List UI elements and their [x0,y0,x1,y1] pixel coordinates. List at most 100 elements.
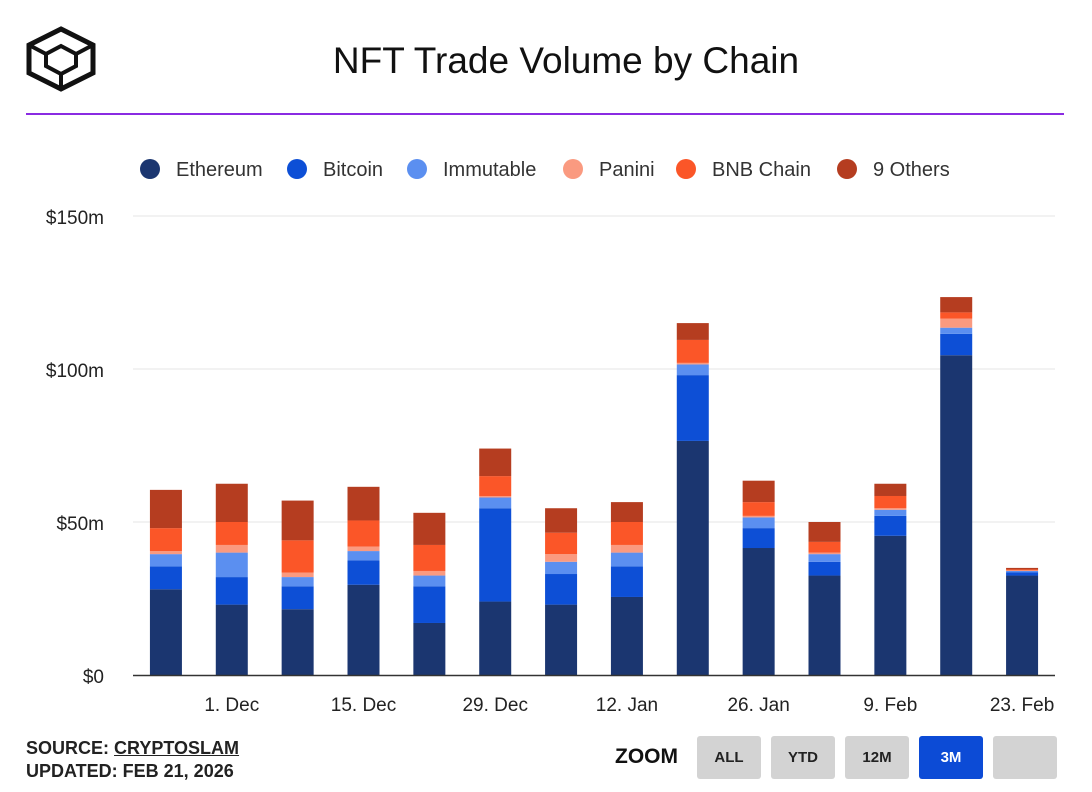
zoom-all-button[interactable]: ALL [697,736,761,779]
x-tick-label: 1. Dec [204,695,259,716]
bar-bitcoin [1006,572,1039,576]
bar-immutable [1006,570,1039,573]
x-tick-label: 29. Dec [462,695,527,716]
bar-panini [413,570,446,576]
source-label: SOURCE: [26,738,110,758]
bar-bitcoin [347,560,380,585]
bar-ethereum [545,604,578,675]
bar-9-others [808,522,841,542]
bar-bnb-chain [347,520,380,547]
bar-bnb-chain [413,544,446,571]
bar-ethereum [281,609,314,675]
bar-bitcoin [940,333,973,356]
x-tick-label: 23. Feb [990,695,1054,716]
bar-panini [874,508,907,510]
bar-bitcoin [479,508,512,602]
bar-immutable [413,575,446,587]
legend-marker [563,159,583,179]
bar-immutable [610,552,643,567]
bar-ethereum [215,604,248,675]
bar-panini [940,318,973,328]
bar-9-others [281,500,314,541]
bar-bitcoin [808,561,841,576]
bar-bitcoin [742,528,775,549]
legend-label: Immutable [443,159,536,181]
bar-bnb-chain [940,312,973,319]
bar-bnb-chain [215,522,248,545]
bar-immutable [215,552,248,578]
zoom-12m-button[interactable]: 12M [845,736,909,779]
bar-immutable [808,554,841,562]
x-tick-label: 26. Jan [727,695,789,716]
bar-bitcoin [545,574,578,605]
bar-panini [742,515,775,518]
bar-bnb-chain [874,495,907,509]
bar-bnb-chain [676,339,709,363]
bar-panini [808,552,841,555]
legend-marker [140,159,160,179]
bar-bnb-chain [610,522,643,545]
bar-bnb-chain [545,532,578,555]
zoom-custom-button[interactable] [993,736,1057,779]
bar-9-others [940,297,973,313]
bar-bnb-chain [742,502,775,516]
legend-label: Bitcoin [323,159,383,181]
bar-immutable [874,509,907,516]
bar-bnb-chain [479,476,512,496]
bar-bitcoin [215,577,248,605]
bar-panini [545,554,578,562]
bar-9-others [1006,567,1039,570]
y-tick-label: $50m [56,514,104,535]
updated-date: UPDATED: FEB 21, 2026 [26,761,234,781]
bar-immutable [149,554,182,567]
bar-ethereum [1006,575,1039,675]
bar-panini [149,551,182,555]
bar-bitcoin [610,566,643,597]
bar-panini [347,546,380,552]
source-info: SOURCE: CRYPTOSLAM UPDATED: FEB 21, 2026 [26,737,239,783]
x-tick-label: 15. Dec [331,695,396,716]
bar-9-others [347,486,380,521]
bar-9-others [149,489,182,529]
bar-immutable [347,551,380,561]
bar-9-others [742,480,775,503]
bar-9-others [610,502,643,522]
legend-label: BNB Chain [712,159,811,181]
y-tick-label: $0 [83,667,104,688]
bar-ethereum [610,596,643,675]
bar-9-others [479,448,512,477]
y-tick-label: $150m [46,208,104,229]
bar-bitcoin [676,375,709,441]
bar-bnb-chain [808,541,841,553]
bar-ethereum [149,589,182,675]
bar-9-others [874,483,907,496]
title-divider [26,113,1064,115]
zoom-3m-button[interactable]: 3M [919,736,983,779]
bar-immutable [742,517,775,529]
legend-marker [287,159,307,179]
bar-ethereum [479,601,512,675]
x-tick-label: 12. Jan [596,695,658,716]
bar-immutable [940,327,973,334]
bar-bnb-chain [281,540,314,573]
stacked-bar-chart: $0 $50m $100m $150m 1. Dec 15. Dec 29. Dec 12. … [46,159,1055,716]
bar-panini [1006,570,1039,571]
source-link[interactable]: CRYPTOSLAM [114,738,240,758]
bar-immutable [281,577,314,587]
y-tick-label: $100m [46,361,104,382]
bar-bitcoin [874,515,907,536]
bar-9-others [413,512,446,545]
bar-9-others [545,508,578,533]
bar-ethereum [676,440,709,675]
bar-ethereum [940,355,973,675]
zoom-ytd-button[interactable]: YTD [771,736,835,779]
bar-panini [479,495,512,498]
bar-bitcoin [281,586,314,610]
bar-panini [215,544,248,553]
x-tick-label: 9. Feb [863,695,917,716]
legend-label: Ethereum [176,159,263,181]
bar-bitcoin [413,586,446,623]
zoom-label: ZOOM [615,745,678,768]
legend-label: Panini [599,159,655,181]
bar-panini [281,572,314,578]
